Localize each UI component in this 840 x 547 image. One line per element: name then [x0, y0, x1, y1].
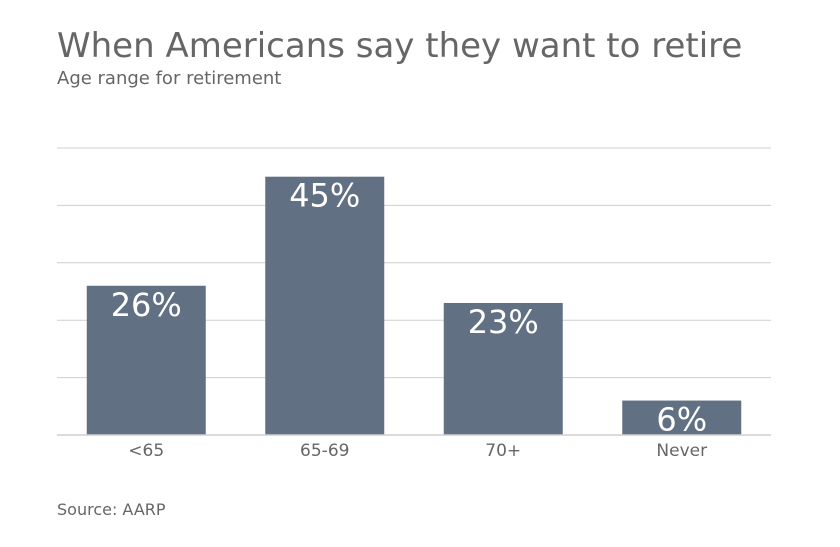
data-label: 6% — [656, 401, 707, 439]
bar — [265, 176, 385, 435]
x-tick-label: 70+ — [485, 441, 521, 461]
x-tick-label: Never — [656, 441, 707, 461]
chart-title: When Americans say they want to retire — [57, 26, 743, 66]
source-note: Source: AARP — [57, 500, 166, 519]
data-label: 23% — [468, 303, 539, 341]
data-label: 26% — [111, 286, 182, 324]
chart-subtitle: Age range for retirement — [57, 68, 282, 89]
bar — [86, 285, 206, 435]
x-tick-label: <65 — [128, 441, 164, 461]
bar — [622, 400, 742, 435]
x-tick-label: 65-69 — [300, 441, 349, 461]
data-label: 45% — [289, 177, 360, 215]
bar — [443, 302, 563, 435]
